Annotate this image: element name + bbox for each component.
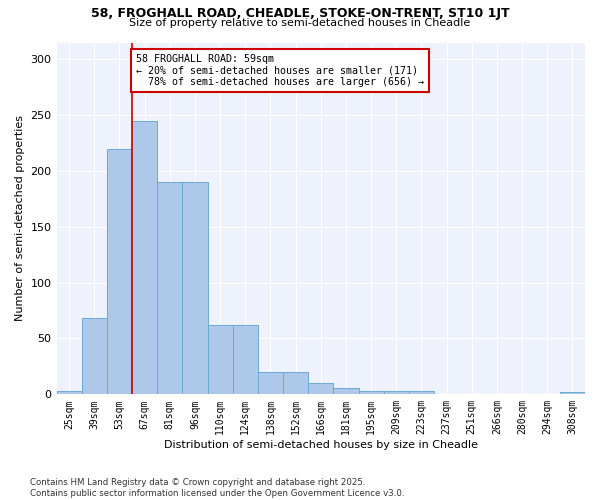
Bar <box>334 388 359 394</box>
Bar <box>560 392 585 394</box>
Y-axis label: Number of semi-detached properties: Number of semi-detached properties <box>15 116 25 322</box>
Bar <box>208 325 233 394</box>
Bar <box>258 372 283 394</box>
Bar <box>359 391 383 394</box>
Bar <box>283 372 308 394</box>
Bar <box>82 318 107 394</box>
Bar <box>107 148 132 394</box>
X-axis label: Distribution of semi-detached houses by size in Cheadle: Distribution of semi-detached houses by … <box>164 440 478 450</box>
Bar <box>157 182 182 394</box>
Text: Contains HM Land Registry data © Crown copyright and database right 2025.
Contai: Contains HM Land Registry data © Crown c… <box>30 478 404 498</box>
Text: 58 FROGHALL ROAD: 59sqm
← 20% of semi-detached houses are smaller (171)
  78% of: 58 FROGHALL ROAD: 59sqm ← 20% of semi-de… <box>136 54 424 87</box>
Bar <box>233 325 258 394</box>
Bar <box>383 391 409 394</box>
Text: 58, FROGHALL ROAD, CHEADLE, STOKE-ON-TRENT, ST10 1JT: 58, FROGHALL ROAD, CHEADLE, STOKE-ON-TRE… <box>91 8 509 20</box>
Bar <box>56 391 82 394</box>
Bar <box>182 182 208 394</box>
Bar <box>409 391 434 394</box>
Bar <box>308 383 334 394</box>
Bar <box>132 120 157 394</box>
Text: Size of property relative to semi-detached houses in Cheadle: Size of property relative to semi-detach… <box>130 18 470 28</box>
